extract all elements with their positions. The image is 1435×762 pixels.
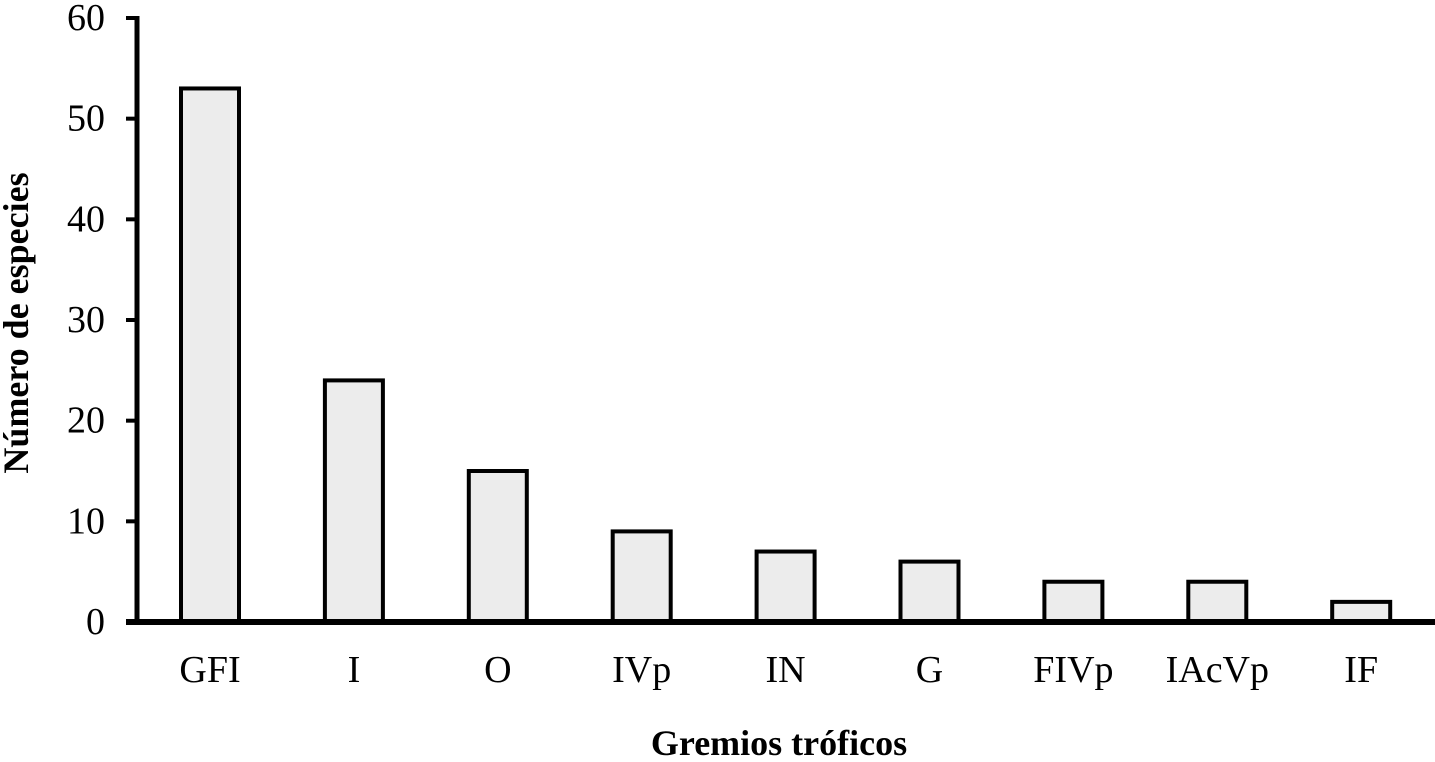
- x-axis-title: Gremios tróficos: [651, 723, 907, 762]
- y-axis-title: Número de especies: [0, 172, 36, 473]
- bar-if: [1330, 599, 1393, 624]
- bar-gfi: [179, 86, 241, 624]
- x-tick-label: GFI: [179, 649, 240, 691]
- y-tick-label: 60: [67, 0, 105, 39]
- bar-ivp: [610, 529, 673, 625]
- bars-group: [179, 86, 1393, 625]
- x-tick-label: I: [348, 649, 361, 691]
- x-axis-tick-labels: GFI I O IVp IN G FIVp IAcVp IF: [179, 649, 1378, 691]
- bar-o: [466, 469, 529, 624]
- x-tick-label: IF: [1344, 649, 1378, 691]
- x-tick-label: G: [916, 649, 943, 691]
- x-tick-label: FIVp: [1033, 649, 1113, 691]
- bar-g: [898, 559, 961, 624]
- bar-i: [322, 378, 385, 624]
- x-tick-label: O: [484, 649, 511, 691]
- bar-in: [754, 549, 817, 624]
- y-axis-ticks: 0 10 20 30 40 50 60: [67, 0, 137, 643]
- y-tick-label: 20: [67, 400, 105, 442]
- x-tick-label: IN: [766, 649, 806, 691]
- bar-fivp: [1042, 579, 1105, 625]
- y-tick-label: 0: [86, 601, 105, 643]
- y-tick-label: 10: [67, 500, 105, 542]
- y-tick-label: 40: [67, 198, 105, 240]
- bar-iacvp: [1186, 579, 1249, 625]
- x-tick-label: IAcVp: [1166, 649, 1269, 691]
- y-tick-label: 50: [67, 98, 105, 140]
- y-tick-label: 30: [67, 299, 105, 341]
- x-tick-label: IVp: [612, 649, 671, 691]
